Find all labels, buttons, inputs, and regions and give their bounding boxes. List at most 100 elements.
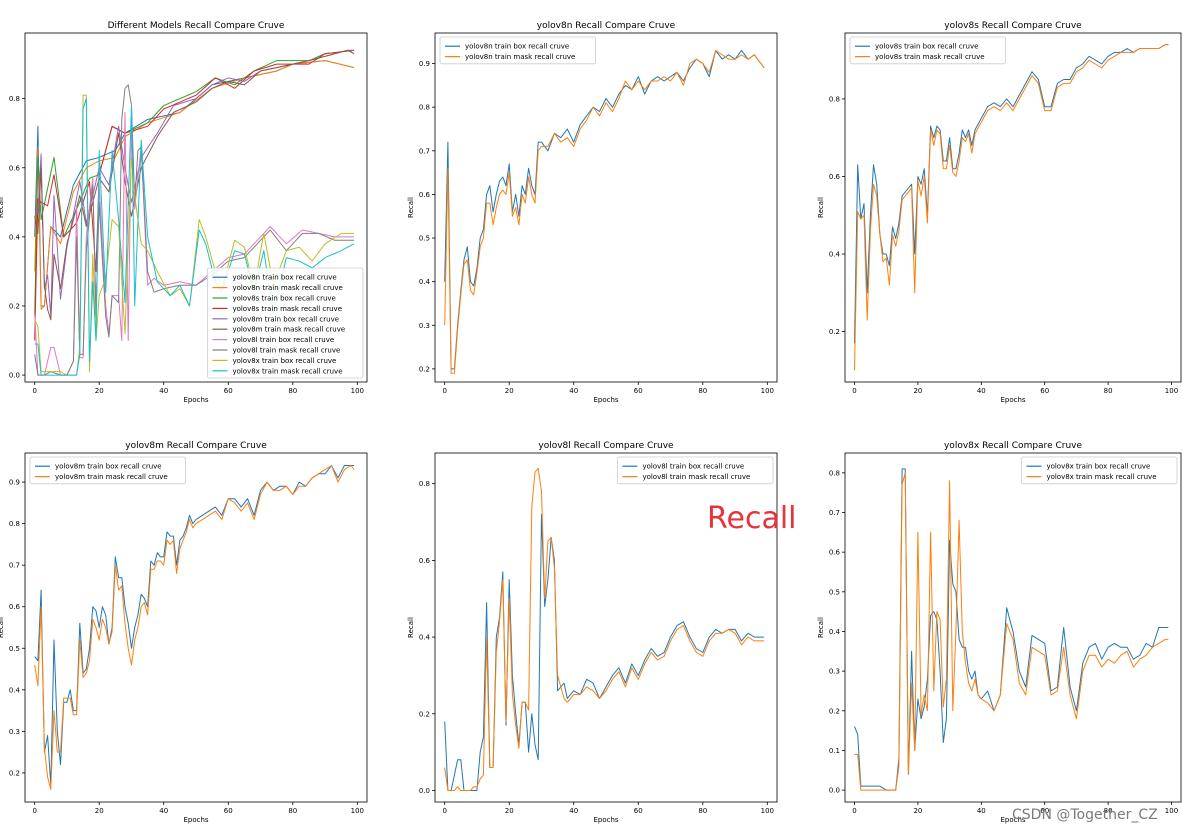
y-tick-label: 0.6 (9, 603, 21, 611)
series-line-2 (444, 49, 765, 374)
legend-label: yolov8x train box recall cruve (232, 357, 336, 365)
plot-frame (434, 452, 778, 803)
plot-frame (24, 452, 368, 803)
x-tick-label: 80 (698, 807, 707, 815)
y-tick-label: 0.0 (9, 372, 20, 380)
series-line-1 (34, 465, 355, 786)
x-tick-label: 100 (351, 387, 364, 395)
legend-label: yolov8m train box recall cruve (232, 315, 339, 323)
csdn-watermark: CSDN @Together_CZ (1012, 807, 1158, 823)
y-axis-label: Recall (0, 197, 5, 218)
y-tick-label: 0.4 (829, 251, 841, 259)
legend-box (849, 36, 1006, 65)
legend-label: yolov8s train box recall cruve (232, 295, 335, 303)
series-group (854, 468, 1169, 791)
x-axis-label: Epochs (183, 816, 208, 824)
y-tick-label: 0.0 (829, 787, 840, 795)
y-tick-label: 0.7 (419, 147, 430, 155)
x-tick-label: 60 (634, 387, 643, 395)
y-axis-label: Recall (817, 197, 825, 218)
y-tick-label: 0.8 (829, 469, 840, 477)
series-group (34, 465, 355, 790)
y-tick-label: 0.9 (9, 479, 20, 487)
series-group (854, 44, 1169, 371)
x-tick-label: 60 (634, 807, 643, 815)
y-tick-label: 0.7 (9, 562, 20, 570)
y-tick-label: 0.6 (829, 173, 841, 181)
subplot-1: Different Models Recall Compare Cruve Epo… (0, 21, 368, 404)
x-tick-label: 0 (32, 807, 36, 815)
legend: yolov8m train box recall cruve yolov8m tr… (29, 456, 186, 485)
y-tick-label: 0.5 (9, 645, 20, 653)
x-tick-label: 20 (95, 807, 104, 815)
plot-frame (844, 32, 1182, 383)
y-tick-label: 0.6 (419, 191, 431, 199)
x-axis-label: Epochs (593, 816, 618, 824)
subplots: Different Models Recall Compare Cruve Epo… (0, 21, 1182, 824)
x-tick-label: 60 (1040, 387, 1049, 395)
y-tick-label: 0.6 (829, 549, 841, 557)
legend-label: yolov8n train box recall cruve (465, 43, 569, 51)
y-tick-label: 0.8 (9, 95, 20, 103)
legend-box (29, 456, 186, 485)
x-tick-label: 80 (288, 387, 297, 395)
x-tick-label: 100 (1165, 387, 1178, 395)
x-tick-label: 0 (852, 387, 856, 395)
x-tick-label: 0 (442, 807, 446, 815)
x-tick-label: 80 (288, 807, 297, 815)
y-axis-label: Recall (817, 617, 825, 638)
legend-label: yolov8n train mask recall cruve (465, 53, 575, 61)
subplot-5: yolov8l Recall Compare Cruve Epochs Recall… (407, 441, 778, 824)
y-tick-label: 0.8 (829, 95, 840, 103)
y-tick-label: 0.0 (419, 787, 430, 795)
series-line-1 (444, 49, 765, 370)
x-tick-label: 20 (95, 387, 104, 395)
legend-box (439, 36, 596, 65)
y-axis-label: Recall (407, 197, 415, 218)
y-axis-label: Recall (407, 617, 415, 638)
y-tick-label: 0.3 (419, 322, 430, 330)
subplot-6: yolov8x Recall Compare Cruve Epochs Recall… (817, 441, 1182, 824)
y-tick-label: 0.1 (829, 747, 840, 755)
series-line-2 (34, 465, 355, 790)
y-tick-label: 0.8 (419, 480, 430, 488)
x-tick-label: 0 (32, 387, 36, 395)
y-tick-label: 0.2 (829, 328, 840, 336)
legend-box (617, 456, 774, 485)
legend-label: yolov8m train box recall cruve (55, 463, 162, 471)
y-tick-label: 0.2 (9, 769, 20, 777)
series-group (444, 467, 765, 791)
legend-label: yolov8x train mask recall cruve (1046, 473, 1156, 481)
x-tick-label: 20 (505, 387, 514, 395)
x-tick-label: 0 (442, 387, 446, 395)
series-group (444, 49, 765, 374)
series-line-2 (34, 60, 355, 310)
y-tick-label: 0.5 (829, 588, 840, 596)
x-tick-label: 40 (569, 387, 578, 395)
x-tick-label: 40 (159, 387, 168, 395)
y-tick-label: 0.8 (9, 520, 20, 528)
legend-label: yolov8m train mask recall cruve (232, 326, 345, 334)
legend-label: yolov8l train mask recall cruve (232, 347, 340, 355)
legend: yolov8s train box recall cruve yolov8s tr… (849, 36, 1006, 65)
y-tick-label: 0.8 (419, 104, 430, 112)
x-tick-label: 40 (977, 387, 986, 395)
subplot-4: yolov8m Recall Compare Cruve Epochs Recall… (0, 441, 368, 824)
legend-label: yolov8m train mask recall cruve (55, 473, 168, 481)
x-tick-label: 40 (159, 807, 168, 815)
y-tick-label: 0.2 (419, 710, 430, 718)
series-line-2 (854, 472, 1169, 791)
y-tick-label: 0.7 (829, 509, 840, 517)
legend-label: yolov8s train mask recall cruve (875, 53, 985, 61)
subplot-title: yolov8s Recall Compare Cruve (944, 21, 1082, 31)
series-line-2 (854, 44, 1169, 371)
subplot-title: Different Models Recall Compare Cruve (108, 21, 285, 31)
x-tick-label: 60 (224, 387, 233, 395)
subplot-title: yolov8l Recall Compare Cruve (538, 441, 674, 451)
x-tick-label: 20 (913, 387, 922, 395)
x-tick-label: 20 (913, 807, 922, 815)
x-tick-label: 60 (224, 807, 233, 815)
subplot-2: yolov8n Recall Compare Cruve Epochs Recall… (407, 21, 778, 404)
